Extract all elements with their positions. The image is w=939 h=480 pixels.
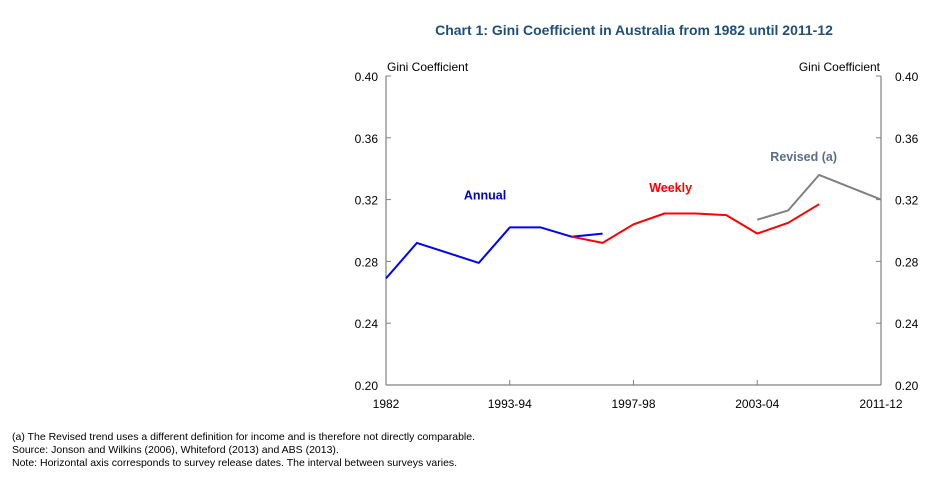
y-tick-label-right: 0.40 bbox=[895, 70, 919, 84]
y-tick-label-right: 0.28 bbox=[895, 255, 919, 269]
y-tick-label-left: 0.32 bbox=[355, 194, 379, 208]
y-tick-label-left: 0.36 bbox=[355, 132, 379, 146]
series-line-annual bbox=[385, 226, 603, 280]
x-tick-label: 1997-98 bbox=[611, 397, 655, 411]
y-tick-label-left: 0.28 bbox=[355, 255, 379, 269]
annotation-annual: Annual bbox=[464, 189, 506, 203]
series-line-revised-a bbox=[757, 173, 882, 221]
y-tick-label-right: 0.20 bbox=[895, 379, 919, 393]
y-axis-title-left: Gini Coefficient bbox=[387, 60, 469, 74]
chart-title: Chart 1: Gini Coefficient in Australia f… bbox=[435, 22, 833, 38]
x-tick-label: 2003-04 bbox=[735, 397, 779, 411]
axis-note: Note: Horizontal axis corresponds to sur… bbox=[12, 457, 458, 469]
chart-notes: (a) The Revised trend uses a different d… bbox=[12, 431, 475, 470]
chart-labels: 0.40 0.40 0.36 0.36 0.32 0.32 0.28 0.28 0.24 0.24… bbox=[355, 60, 919, 411]
y-tick-label-right: 0.24 bbox=[895, 317, 919, 331]
x-tick-label: 2011-12 bbox=[859, 397, 902, 411]
y-tick-label-right: 0.32 bbox=[895, 194, 919, 208]
y-tick-label-right: 0.36 bbox=[895, 132, 919, 146]
y-axis-title-right: Gini Coefficient bbox=[799, 60, 881, 74]
y-tick-label-left: 0.20 bbox=[355, 379, 379, 393]
source-note: Source: Jonson and Wilkins (2006), White… bbox=[12, 444, 339, 456]
x-tick-label: 1982 bbox=[373, 397, 400, 411]
series-line-weekly bbox=[571, 203, 820, 244]
axes bbox=[385, 75, 882, 386]
series-lines bbox=[385, 173, 882, 280]
footnote-revised: (a) The Revised trend uses a different d… bbox=[12, 431, 476, 443]
y-tick-label-left: 0.40 bbox=[355, 70, 379, 84]
annotation-revised-a: Revised (a) bbox=[770, 150, 837, 164]
x-tick-label: 1993-94 bbox=[488, 397, 532, 411]
annotation-weekly: Weekly bbox=[649, 181, 692, 195]
y-tick-label-left: 0.24 bbox=[355, 317, 379, 331]
